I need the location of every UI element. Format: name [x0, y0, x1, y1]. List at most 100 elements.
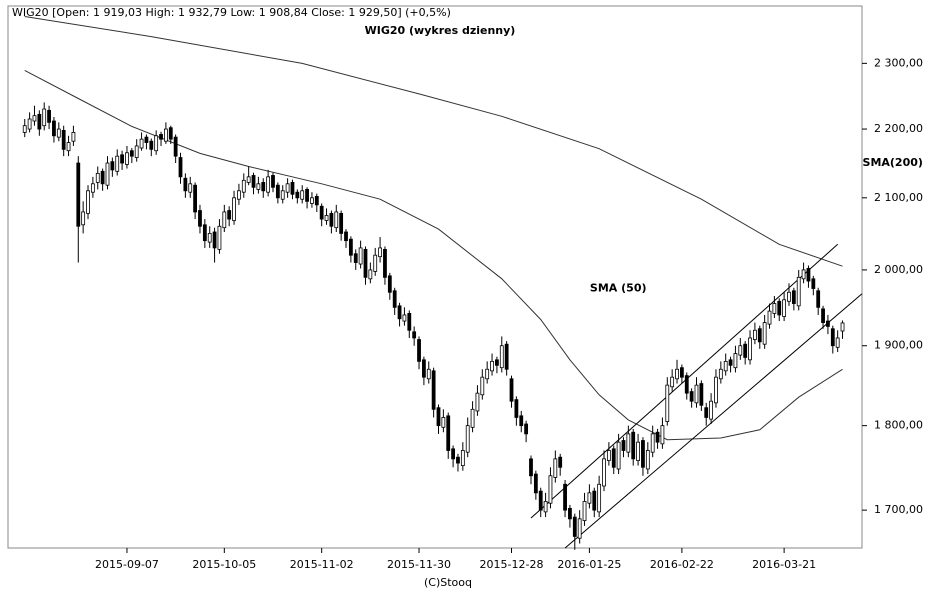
candle-body [772, 303, 777, 314]
candle-body [232, 197, 236, 221]
candle-body [499, 345, 504, 369]
candle-body [436, 407, 441, 427]
header: WIG20 [Open: 1 919,03 High: 1 932,79 Low… [12, 6, 451, 19]
candle-body [334, 211, 339, 229]
candle-body [821, 308, 825, 323]
candle-body [95, 172, 100, 183]
candle-body [777, 300, 782, 316]
y-tick-label: 2 300,00 [874, 56, 923, 69]
candle-body [787, 291, 791, 302]
candle-body [558, 456, 563, 468]
x-tick-label: 2016-01-25 [557, 558, 621, 571]
candle-body [42, 108, 47, 127]
candle-body [767, 310, 772, 325]
candle-body [548, 475, 553, 504]
candle-body [621, 440, 626, 451]
candle-body [709, 400, 713, 420]
candle-body [606, 450, 611, 461]
candle-body [524, 423, 529, 435]
candle-body [37, 113, 42, 130]
candle-body [728, 359, 733, 366]
x-tick-label: 2015-11-02 [290, 558, 354, 571]
candle-body [266, 176, 271, 193]
candle-body [188, 183, 193, 193]
y-tick-label: 2 200,00 [874, 122, 923, 135]
candle-body [154, 135, 159, 152]
sma-line [24, 69, 843, 441]
candle-body [407, 313, 412, 331]
candle-body [538, 490, 543, 511]
candle-body [100, 170, 105, 185]
candle-body [290, 182, 295, 195]
candle-body [451, 448, 456, 460]
candle-body [626, 433, 631, 453]
candle-body [597, 483, 602, 513]
candle-body [465, 425, 470, 453]
candle-body [373, 254, 378, 272]
candle-body [417, 339, 421, 362]
candle-body [271, 175, 275, 188]
candle-body [645, 450, 650, 470]
candle-body [631, 431, 636, 460]
candle-body [305, 188, 309, 202]
candle-body [310, 197, 314, 204]
candle-body [431, 370, 436, 410]
plot-frame [7, 5, 863, 549]
candle-body [782, 299, 787, 317]
candle-body [183, 177, 188, 192]
candle-body [159, 134, 163, 140]
candle-body [470, 408, 475, 428]
y-tick-label: 2 000,00 [874, 263, 923, 276]
candle-body [363, 248, 368, 278]
candle-body [748, 337, 752, 361]
candle-body [178, 157, 183, 178]
footer: (C)Stooq [424, 576, 472, 589]
candle-body [456, 456, 460, 464]
candle-body [280, 190, 285, 200]
candle-body [582, 501, 587, 522]
candle-body [105, 162, 110, 186]
candle-body [694, 384, 699, 404]
candle-body [699, 383, 704, 406]
candle-body [378, 247, 382, 258]
candle-body [256, 183, 261, 190]
candle-body [611, 448, 616, 468]
candle-body [426, 368, 431, 380]
candle-body [168, 127, 173, 140]
candle-body [504, 343, 509, 370]
candle-body [348, 238, 353, 256]
candle-body [475, 392, 480, 412]
candle-body [757, 328, 762, 343]
candle-body [733, 353, 738, 369]
x-tick-label: 2015-09-07 [95, 558, 159, 571]
candle-body [806, 268, 811, 282]
candle-body [441, 417, 446, 428]
y-tick-label: 1 700,00 [874, 503, 923, 516]
candle-body [577, 518, 582, 539]
candle-body [816, 290, 821, 308]
candle-body [285, 183, 290, 193]
candle-body [840, 322, 845, 332]
candle-body [675, 368, 679, 380]
candle-body [738, 345, 743, 356]
candle-body [47, 109, 51, 123]
candle-body [120, 154, 124, 164]
candle-body [212, 231, 217, 249]
candle-body [704, 407, 709, 418]
candle-body [689, 391, 694, 402]
candle-body [353, 253, 358, 263]
candle-body [129, 150, 134, 157]
candle-body [490, 360, 494, 372]
candle-body [509, 378, 514, 402]
candle-body [743, 343, 748, 358]
candle-body [830, 328, 835, 347]
candle-body [198, 210, 202, 227]
candle-body [71, 132, 76, 142]
candle-body [665, 384, 670, 422]
x-tick-label: 2016-03-21 [752, 558, 816, 571]
candle-body [762, 322, 767, 345]
candle-body [27, 118, 32, 130]
candle-body [222, 211, 227, 229]
